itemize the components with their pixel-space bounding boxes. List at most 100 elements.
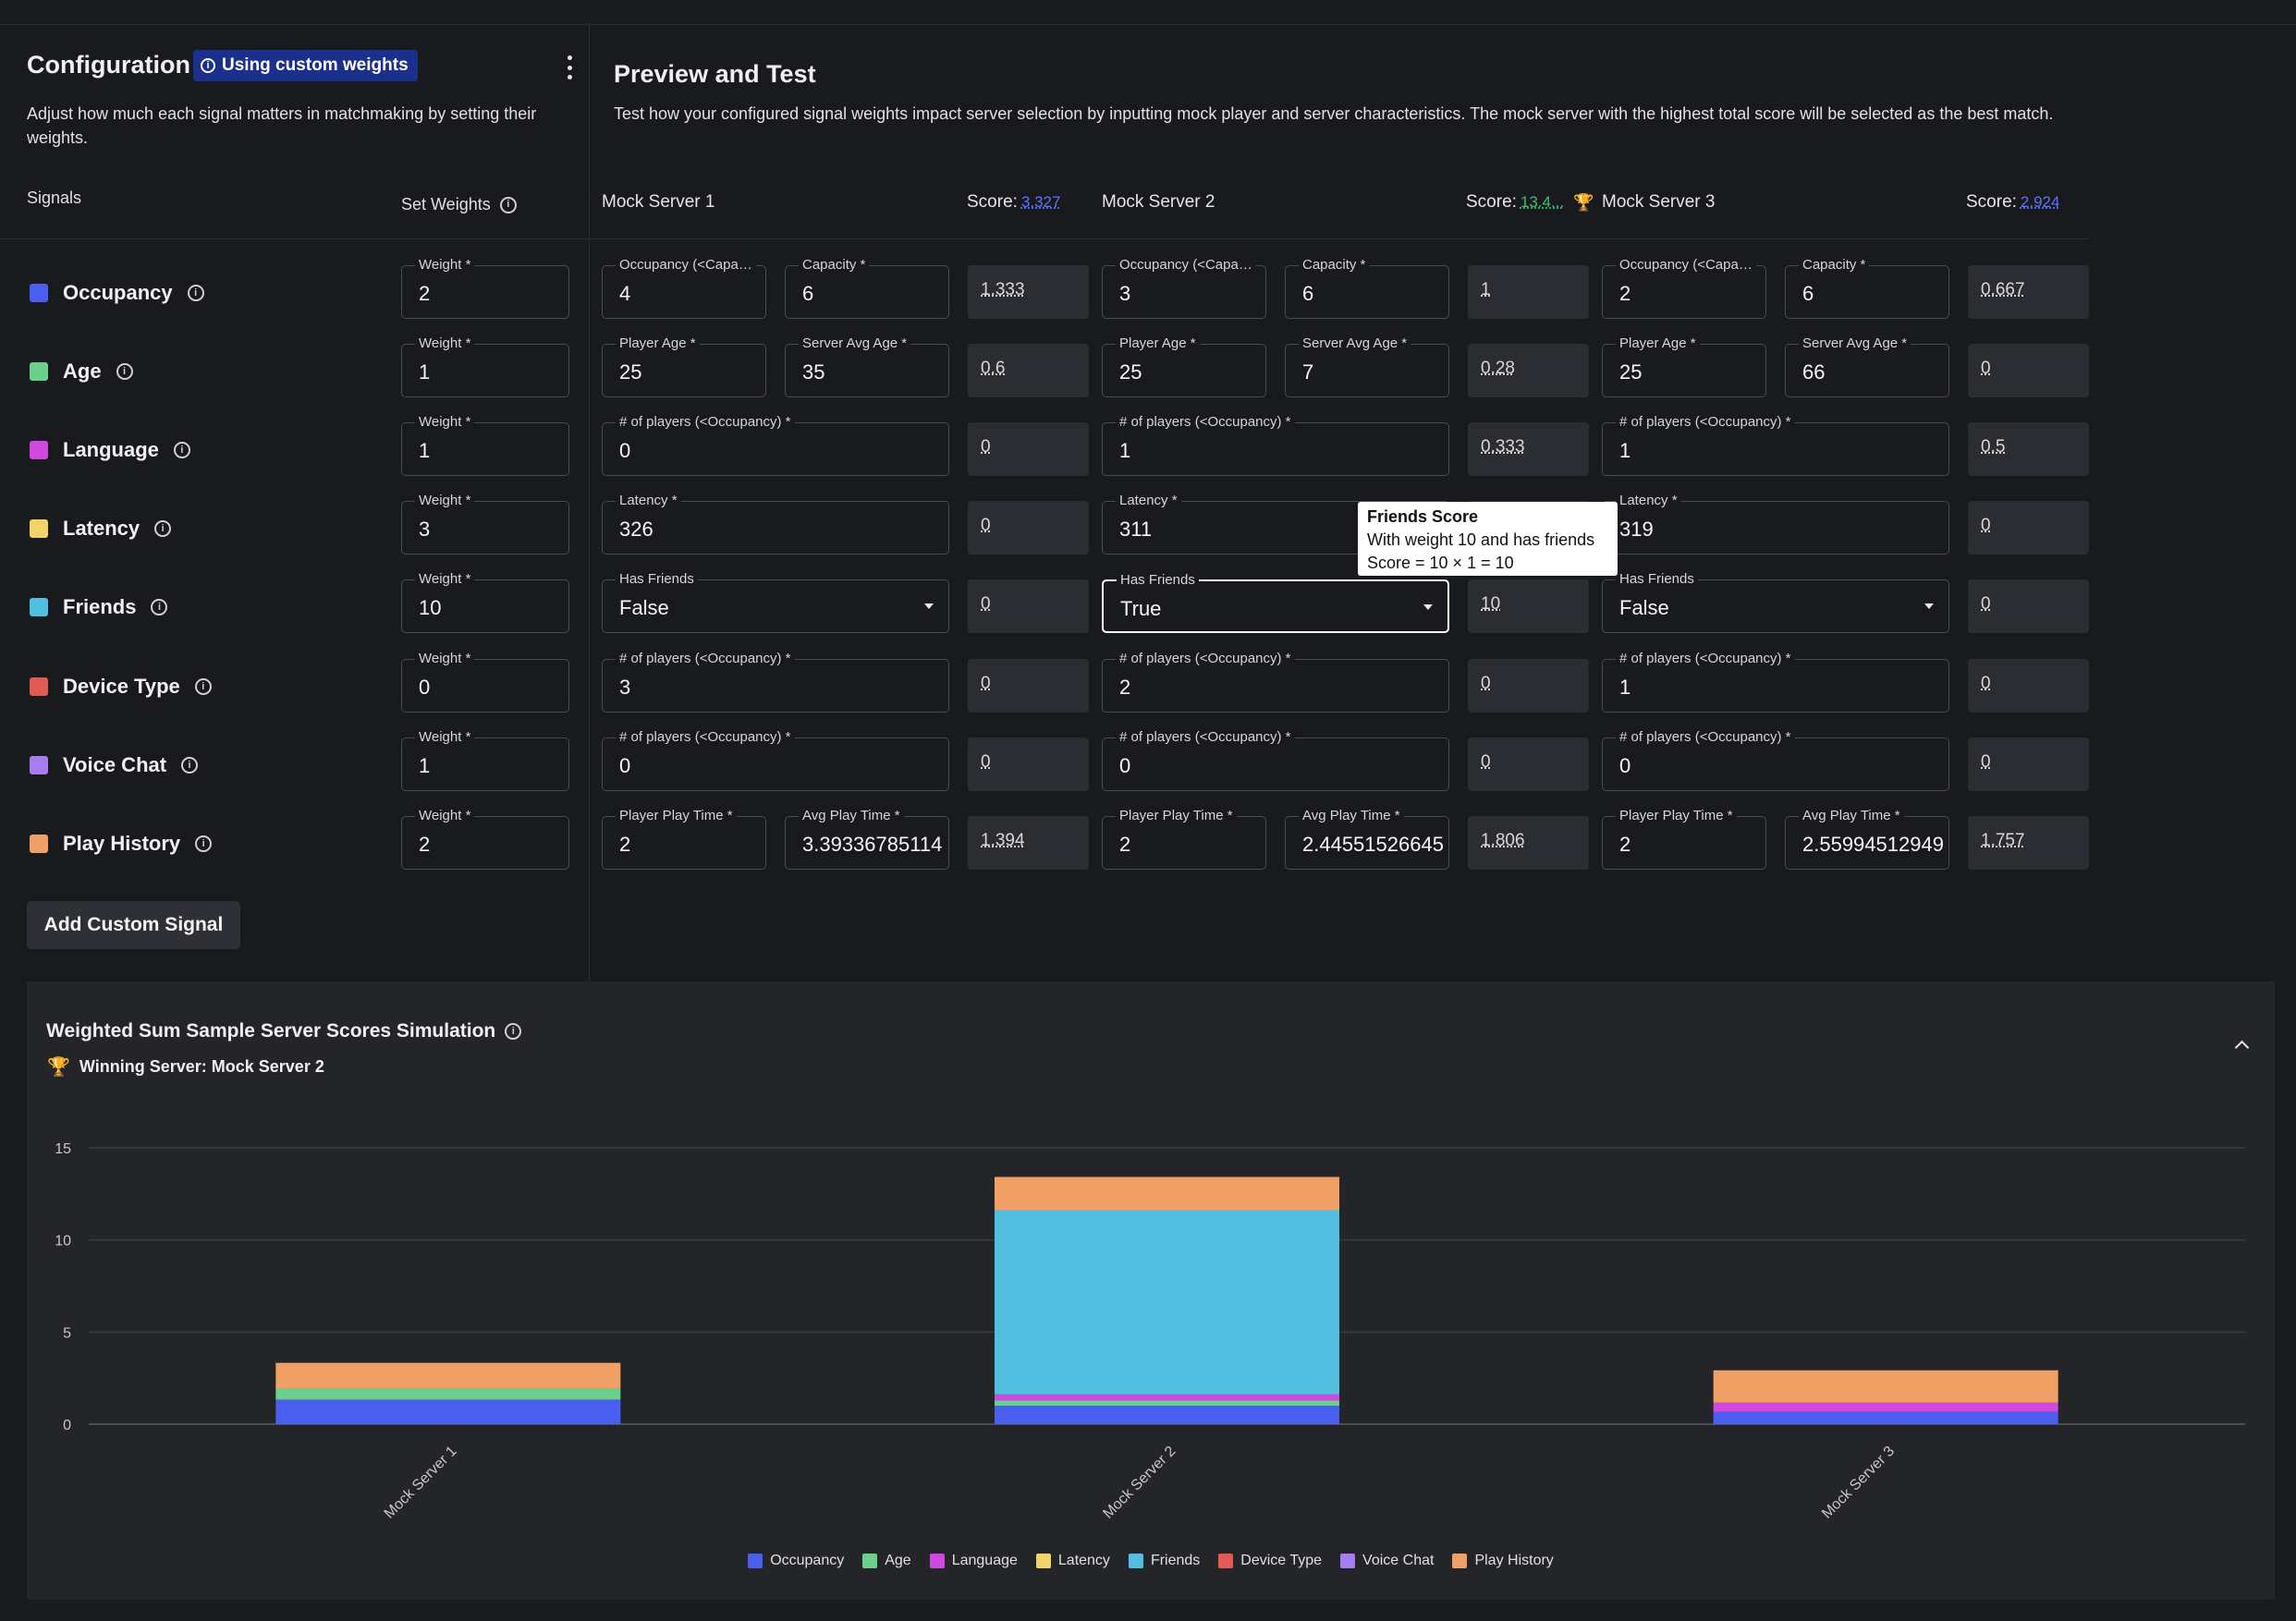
of-players-occupancy-input[interactable]: # of players (<Occupancy) * 1 — [1102, 414, 1449, 476]
field-value[interactable]: False — [1619, 596, 1669, 619]
of-players-occupancy-input[interactable]: # of players (<Occupancy) * 2 — [1102, 651, 1449, 713]
field-value[interactable]: 2 — [1619, 282, 1631, 305]
legend-item[interactable]: Play History — [1452, 1553, 1554, 1569]
field-value[interactable]: True — [1120, 597, 1162, 620]
field-value[interactable]: 0 — [1119, 754, 1131, 777]
player-age-input[interactable]: Player Age * 25 — [602, 335, 766, 397]
more-options-icon[interactable] — [562, 55, 577, 79]
field-value[interactable]: 6 — [1802, 282, 1814, 305]
field-value[interactable]: 3.39336785114 — [802, 833, 943, 856]
field-value[interactable]: 326 — [619, 518, 653, 541]
player-age-input[interactable]: Player Age * 25 — [1602, 335, 1766, 397]
field-value[interactable]: 0 — [419, 676, 431, 699]
bar-segment-occupancy[interactable] — [275, 1399, 621, 1424]
of-players-occupancy-input[interactable]: # of players (<Occupancy) * 0 — [1102, 729, 1449, 791]
of-players-occupancy-input[interactable]: # of players (<Occupancy) * 0 — [602, 414, 949, 476]
field-value[interactable]: 6 — [802, 282, 814, 305]
dropdown-arrow-icon[interactable] — [1423, 604, 1433, 610]
bar-segment-play-history[interactable] — [1713, 1370, 2058, 1403]
field-value[interactable]: 2.55994512949 — [1802, 833, 1943, 856]
bar-segment-occupancy[interactable] — [1713, 1411, 2058, 1424]
capacity-input[interactable]: Capacity * 6 — [1285, 257, 1449, 319]
weight-input[interactable]: Weight * 2 — [401, 808, 569, 870]
of-players-occupancy-input[interactable]: # of players (<Occupancy) * 0 — [1602, 729, 1949, 791]
legend-item[interactable]: Language — [929, 1553, 1018, 1569]
field-value[interactable]: 35 — [802, 360, 825, 384]
field-value[interactable]: 25 — [1619, 360, 1643, 384]
field-value[interactable]: 311 — [1119, 518, 1153, 541]
field-value[interactable]: 1 — [1119, 439, 1131, 462]
avg-play-time-input[interactable]: Avg Play Time * 2.44551526645 — [1285, 808, 1449, 870]
weight-input[interactable]: Weight * 0 — [401, 651, 569, 713]
add-custom-signal-button[interactable]: Add Custom Signal — [27, 901, 240, 949]
field-value[interactable]: 2.44551526645 — [1302, 833, 1443, 856]
field-value[interactable]: 3 — [1119, 282, 1131, 305]
info-icon[interactable]: i — [187, 285, 204, 301]
field-value[interactable]: 3 — [419, 518, 431, 541]
field-value[interactable]: 7 — [1302, 360, 1314, 384]
latency-input[interactable]: Latency * 319 — [1602, 493, 1949, 555]
dropdown-arrow-icon[interactable] — [1924, 603, 1934, 609]
field-value[interactable]: 2 — [1619, 833, 1631, 856]
field-value[interactable]: False — [619, 596, 669, 619]
server-avg-age-input[interactable]: Server Avg Age * 35 — [785, 335, 949, 397]
field-value[interactable]: 1 — [419, 439, 431, 462]
weight-input[interactable]: Weight * 1 — [401, 729, 569, 791]
info-icon[interactable]: i — [194, 678, 212, 695]
of-players-occupancy-input[interactable]: # of players (<Occupancy) * 1 — [1602, 651, 1949, 713]
info-icon[interactable]: i — [154, 520, 172, 537]
legend-item[interactable]: Friends — [1128, 1553, 1200, 1569]
info-icon[interactable]: i — [116, 363, 133, 380]
field-value[interactable]: 1 — [419, 360, 431, 384]
collapse-chevron-icon[interactable] — [2234, 1037, 2249, 1052]
weight-input[interactable]: Weight * 10 — [401, 571, 569, 633]
field-value[interactable]: 1 — [1619, 676, 1631, 699]
bar-segment-age[interactable] — [995, 1400, 1339, 1407]
capacity-input[interactable]: Capacity * 6 — [785, 257, 949, 319]
capacity-input[interactable]: Capacity * 6 — [1785, 257, 1949, 319]
field-value[interactable]: 1 — [419, 754, 431, 777]
legend-item[interactable]: Latency — [1035, 1553, 1110, 1569]
info-icon[interactable]: i — [505, 1023, 522, 1040]
weight-input[interactable]: Weight * 1 — [401, 414, 569, 476]
info-icon[interactable]: i — [195, 835, 213, 852]
avg-play-time-input[interactable]: Avg Play Time * 2.55994512949 — [1785, 808, 1949, 870]
legend-item[interactable]: Age — [862, 1553, 911, 1569]
occupancy-capacit-input[interactable]: Occupancy (<Capacit... 4 — [602, 257, 766, 319]
player-play-time-input[interactable]: Player Play Time * 2 — [1102, 808, 1266, 870]
bar-segment-occupancy[interactable] — [995, 1406, 1339, 1424]
bar-segment-language[interactable] — [995, 1394, 1339, 1401]
server-avg-age-input[interactable]: Server Avg Age * 66 — [1785, 335, 1949, 397]
field-value[interactable]: 6 — [1302, 282, 1314, 305]
occupancy-capacit-input[interactable]: Occupancy (<Capacit... 3 — [1102, 257, 1266, 319]
legend-item[interactable]: Device Type — [1218, 1553, 1322, 1569]
bar-segment-language[interactable] — [1713, 1402, 2058, 1412]
bar-segment-age[interactable] — [275, 1388, 621, 1400]
info-icon[interactable]: i — [181, 757, 199, 774]
latency-input[interactable]: Latency * 326 — [602, 493, 949, 555]
field-value[interactable]: 2 — [1119, 676, 1131, 699]
of-players-occupancy-input[interactable]: # of players (<Occupancy) * 1 — [1602, 414, 1949, 476]
server-avg-age-input[interactable]: Server Avg Age * 7 — [1285, 335, 1449, 397]
field-value[interactable]: 25 — [619, 360, 642, 384]
legend-item[interactable]: Voice Chat — [1340, 1553, 1434, 1569]
dropdown-arrow-icon[interactable] — [924, 603, 934, 609]
field-value[interactable]: 2 — [419, 833, 431, 856]
of-players-occupancy-input[interactable]: # of players (<Occupancy) * 0 — [602, 729, 949, 791]
field-value[interactable]: 1 — [1619, 439, 1631, 462]
info-icon[interactable]: i — [173, 442, 190, 458]
occupancy-capacit-input[interactable]: Occupancy (<Capacit... 2 — [1602, 257, 1766, 319]
field-value[interactable]: 10 — [419, 596, 442, 619]
bar-segment-play-history[interactable] — [995, 1176, 1339, 1211]
field-value[interactable]: 0 — [619, 754, 631, 777]
bar-segment-play-history[interactable] — [275, 1362, 621, 1389]
field-value[interactable]: 2 — [419, 282, 431, 305]
has-friends-select[interactable]: Has Friends False — [1602, 571, 1949, 633]
field-value[interactable]: 4 — [619, 282, 631, 305]
avg-play-time-input[interactable]: Avg Play Time * 3.39336785114 — [785, 808, 949, 870]
legend-item[interactable]: Occupancy — [748, 1553, 844, 1569]
field-value[interactable]: 3 — [619, 676, 631, 699]
field-value[interactable]: 319 — [1619, 518, 1654, 541]
has-friends-select[interactable]: Has Friends True — [1102, 572, 1449, 633]
field-value[interactable]: 0 — [619, 439, 631, 462]
